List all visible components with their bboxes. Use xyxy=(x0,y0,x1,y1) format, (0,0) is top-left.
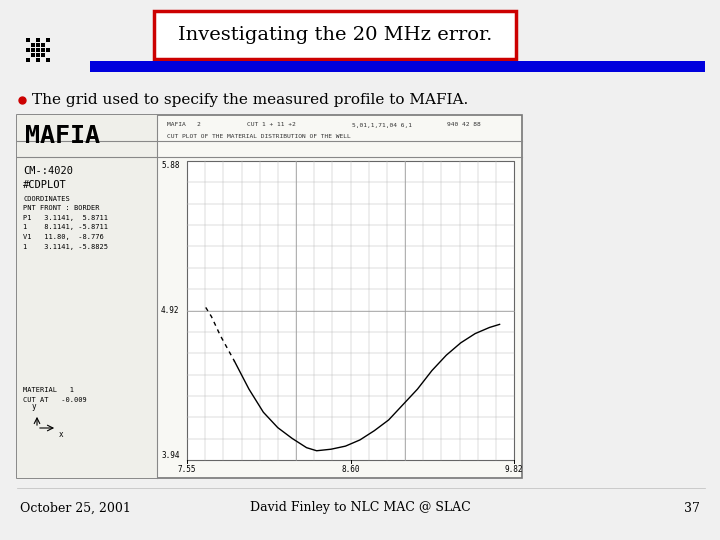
Text: 3.94: 3.94 xyxy=(161,451,179,460)
Bar xyxy=(26,58,30,62)
Bar xyxy=(36,43,40,47)
Bar xyxy=(36,38,40,42)
Text: David Finley to NLC MAC @ SLAC: David Finley to NLC MAC @ SLAC xyxy=(250,502,470,515)
Text: MATERIAL   1: MATERIAL 1 xyxy=(23,387,74,393)
Bar xyxy=(36,58,40,62)
Bar xyxy=(36,53,40,57)
Text: 1    3.1141, -5.8825: 1 3.1141, -5.8825 xyxy=(23,244,108,249)
Bar xyxy=(41,53,45,57)
Bar xyxy=(17,115,522,478)
Text: 7.55: 7.55 xyxy=(178,465,197,474)
Text: PNT FRONT : BORDER: PNT FRONT : BORDER xyxy=(23,206,99,212)
Text: Investigating the 20 MHz error.: Investigating the 20 MHz error. xyxy=(178,26,492,44)
Text: V1   11.80,  -8.776: V1 11.80, -8.776 xyxy=(23,234,104,240)
Bar xyxy=(46,58,50,62)
Bar xyxy=(31,43,35,47)
FancyBboxPatch shape xyxy=(154,11,516,59)
Text: 940 42 88: 940 42 88 xyxy=(447,123,481,127)
Bar xyxy=(36,48,40,52)
Text: x: x xyxy=(59,430,63,439)
Bar xyxy=(31,53,35,57)
Bar xyxy=(187,161,514,460)
Text: 5,01,1,71,04 6,1: 5,01,1,71,04 6,1 xyxy=(352,123,412,127)
Text: 5.88: 5.88 xyxy=(161,161,179,170)
Text: 9.82: 9.82 xyxy=(505,465,523,474)
Text: CUT PLOT OF THE MATERIAL DISTRIBUTION OF THE WELL: CUT PLOT OF THE MATERIAL DISTRIBUTION OF… xyxy=(167,134,351,139)
Bar xyxy=(46,38,50,42)
Bar xyxy=(26,38,30,42)
Text: CUT 1 + 11 +2: CUT 1 + 11 +2 xyxy=(247,123,296,127)
Text: MAFIA: MAFIA xyxy=(25,124,100,148)
Text: 4.92: 4.92 xyxy=(161,306,179,315)
Text: The grid used to specify the measured profile to MAFIA.: The grid used to specify the measured pr… xyxy=(32,93,468,107)
Text: October 25, 2001: October 25, 2001 xyxy=(20,502,131,515)
Text: CUT AT   -0.009: CUT AT -0.009 xyxy=(23,397,86,403)
Text: CM-:4020: CM-:4020 xyxy=(23,166,73,176)
Bar xyxy=(90,61,705,72)
Text: 1    8.1141, -5.8711: 1 8.1141, -5.8711 xyxy=(23,225,108,231)
Text: 8.60: 8.60 xyxy=(341,465,360,474)
Bar xyxy=(41,43,45,47)
Text: COORDINATES: COORDINATES xyxy=(23,196,70,202)
Text: 37: 37 xyxy=(684,502,700,515)
Bar xyxy=(26,48,30,52)
Bar xyxy=(41,48,45,52)
Text: y: y xyxy=(32,402,37,411)
Bar xyxy=(46,48,50,52)
Bar xyxy=(17,115,157,478)
Text: #CDPLOT: #CDPLOT xyxy=(23,180,67,190)
Text: MAFIA   2: MAFIA 2 xyxy=(167,123,201,127)
Text: P1   3.1141,  5.8711: P1 3.1141, 5.8711 xyxy=(23,215,108,221)
Bar xyxy=(31,48,35,52)
